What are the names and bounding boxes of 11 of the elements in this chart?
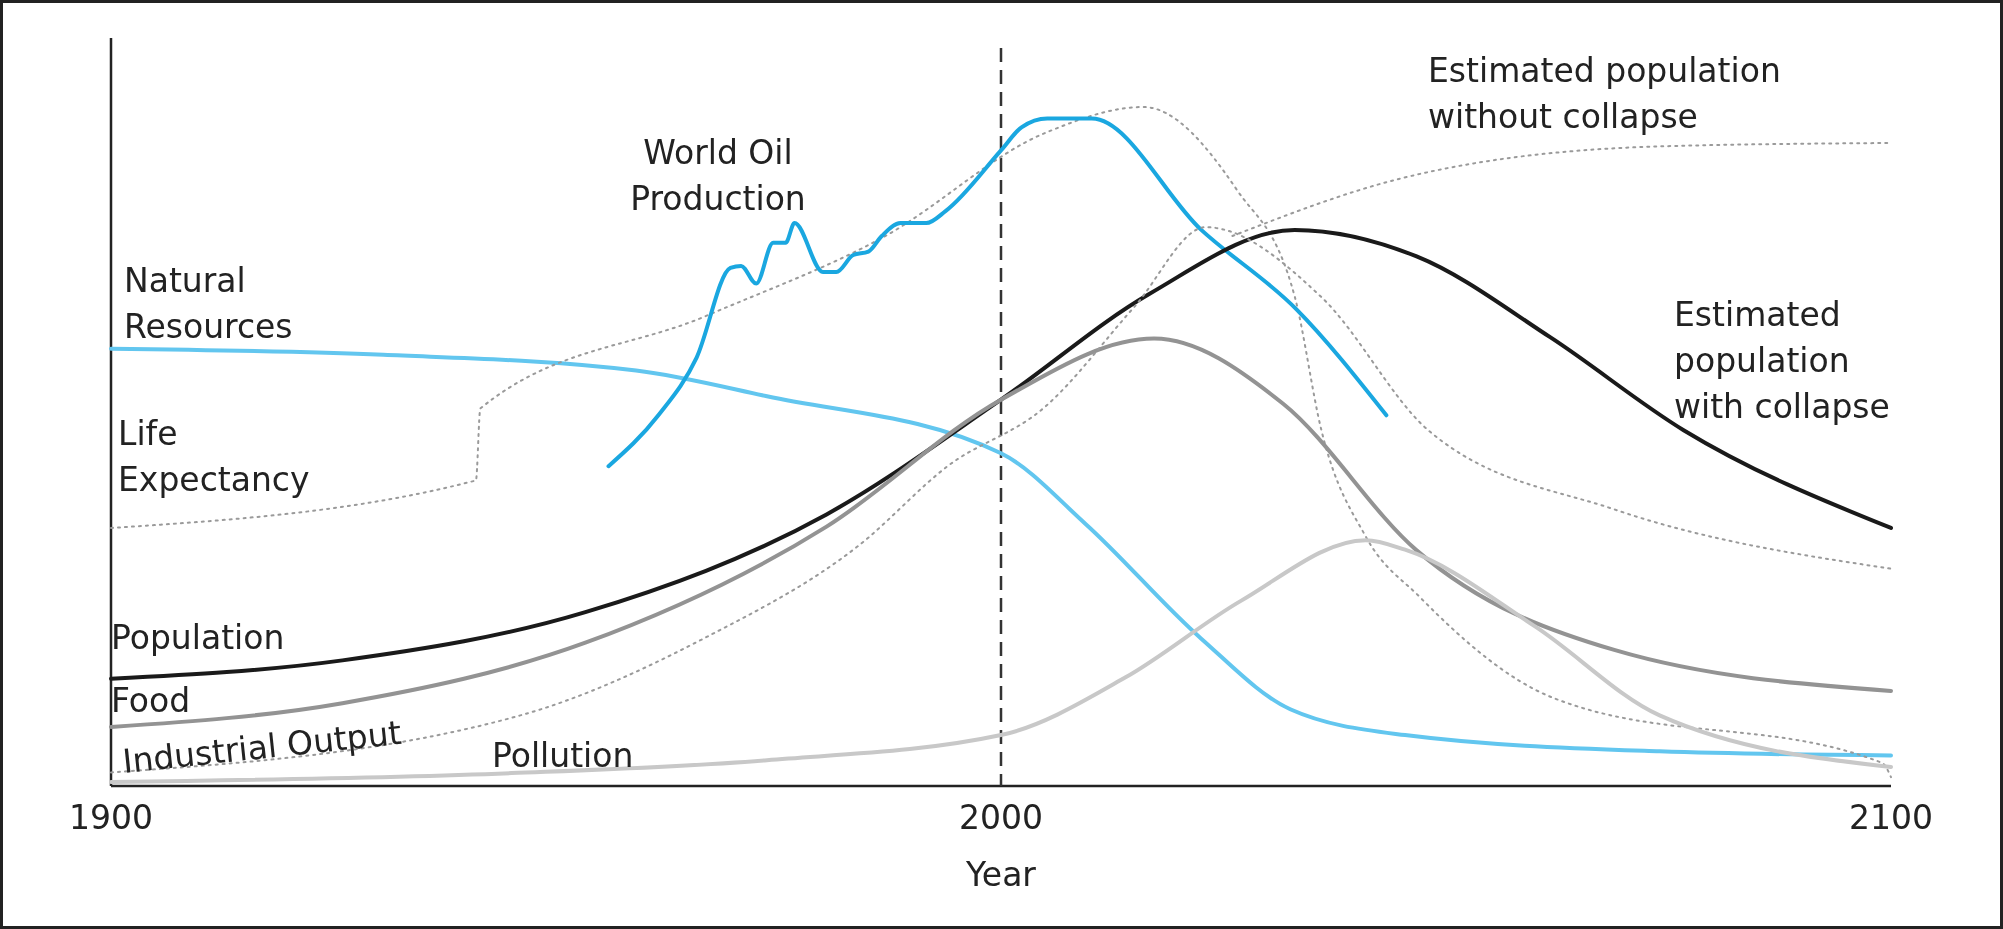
annotation: Estimated population with collapse: [1674, 295, 1890, 426]
x-tick-label: 2000: [959, 798, 1043, 837]
series-label: World Oil Production: [630, 133, 806, 218]
series-label: Life Expectancy: [118, 414, 310, 499]
x-tick-label: 1900: [69, 798, 153, 837]
series-label: Estimated population without collapse: [1428, 51, 1781, 136]
series-label: Population: [111, 618, 285, 657]
series-label: Pollution: [492, 736, 634, 775]
x-tick-label: 2100: [1849, 798, 1933, 837]
series-label: Natural Resources: [124, 261, 293, 346]
x-axis-title: Year: [965, 855, 1037, 894]
